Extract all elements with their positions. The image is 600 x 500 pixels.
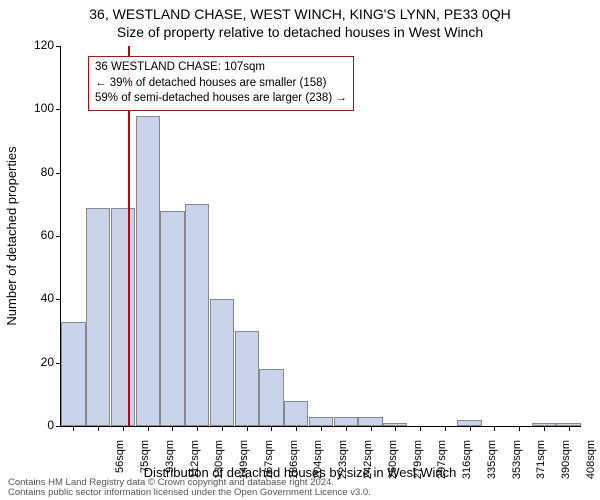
y-tick-mark xyxy=(56,173,61,174)
histogram-bar xyxy=(86,208,110,427)
x-tick-label: 93sqm xyxy=(164,440,176,490)
y-tick-mark xyxy=(56,299,61,300)
x-tick-label: 130sqm xyxy=(213,440,225,490)
x-tick-label: 260sqm xyxy=(387,440,399,490)
address-title: 36, WESTLAND CHASE, WEST WINCH, KING'S L… xyxy=(0,6,600,22)
x-tick-mark xyxy=(271,426,272,431)
x-tick-label: 204sqm xyxy=(312,440,324,490)
y-tick-label: 0 xyxy=(20,418,54,432)
x-tick-label: 371sqm xyxy=(535,440,547,490)
x-tick-mark xyxy=(569,426,570,431)
x-tick-mark xyxy=(420,426,421,431)
y-axis-label: Number of detached properties xyxy=(4,146,19,325)
y-tick-mark xyxy=(56,109,61,110)
histogram-bar xyxy=(284,401,308,426)
x-tick-label: 279sqm xyxy=(412,440,424,490)
y-tick-label: 100 xyxy=(20,101,54,115)
x-tick-mark xyxy=(519,426,520,431)
histogram-bar xyxy=(358,417,382,427)
x-tick-mark xyxy=(371,426,372,431)
y-tick-label: 80 xyxy=(20,165,54,179)
x-tick-mark xyxy=(544,426,545,431)
x-tick-label: 186sqm xyxy=(288,440,300,490)
x-tick-mark xyxy=(73,426,74,431)
x-tick-label: 112sqm xyxy=(189,440,201,490)
histogram-bar xyxy=(136,116,160,426)
y-tick-mark xyxy=(56,363,61,364)
x-tick-label: 408sqm xyxy=(585,440,597,490)
x-tick-mark xyxy=(98,426,99,431)
x-tick-mark xyxy=(296,426,297,431)
x-tick-mark xyxy=(148,426,149,431)
histogram-bar xyxy=(185,204,209,426)
x-tick-mark xyxy=(445,426,446,431)
histogram-bar xyxy=(259,369,283,426)
x-tick-label: 223sqm xyxy=(337,440,349,490)
x-tick-mark xyxy=(123,426,124,431)
x-tick-label: 390sqm xyxy=(560,440,572,490)
histogram-bar xyxy=(210,299,234,426)
x-tick-mark xyxy=(247,426,248,431)
y-tick-label: 20 xyxy=(20,355,54,369)
x-tick-label: 242sqm xyxy=(362,440,374,490)
chart-subtitle: Size of property relative to detached ho… xyxy=(0,24,600,40)
x-tick-mark xyxy=(222,426,223,431)
x-tick-label: 335sqm xyxy=(486,440,498,490)
x-tick-mark xyxy=(321,426,322,431)
annotation-line: 59% of semi-detached houses are larger (… xyxy=(95,91,347,107)
histogram-bar xyxy=(160,211,184,426)
x-tick-mark xyxy=(494,426,495,431)
y-tick-label: 120 xyxy=(20,38,54,52)
y-tick-label: 60 xyxy=(20,228,54,242)
histogram-bar xyxy=(61,322,85,427)
y-tick-mark xyxy=(56,46,61,47)
histogram-bar xyxy=(111,208,135,427)
x-tick-mark xyxy=(197,426,198,431)
histogram-bar xyxy=(235,331,259,426)
x-tick-label: 56sqm xyxy=(114,440,126,490)
x-tick-mark xyxy=(470,426,471,431)
x-tick-label: 316sqm xyxy=(461,440,473,490)
y-tick-mark xyxy=(56,236,61,237)
x-tick-label: 167sqm xyxy=(263,440,275,490)
annotation-line: ← 39% of detached houses are smaller (15… xyxy=(95,76,347,92)
x-tick-mark xyxy=(172,426,173,431)
y-tick-label: 40 xyxy=(20,291,54,305)
x-tick-label: 353sqm xyxy=(511,440,523,490)
annotation-box: 36 WESTLAND CHASE: 107sqm← 39% of detach… xyxy=(88,56,354,111)
x-tick-mark xyxy=(395,426,396,431)
annotation-line: 36 WESTLAND CHASE: 107sqm xyxy=(95,60,347,76)
y-tick-mark xyxy=(56,426,61,427)
x-tick-label: 75sqm xyxy=(139,440,151,490)
x-tick-mark xyxy=(346,426,347,431)
x-tick-label: 149sqm xyxy=(238,440,250,490)
x-tick-label: 297sqm xyxy=(436,440,448,490)
histogram-bar xyxy=(334,417,358,427)
histogram-bar xyxy=(309,417,333,427)
